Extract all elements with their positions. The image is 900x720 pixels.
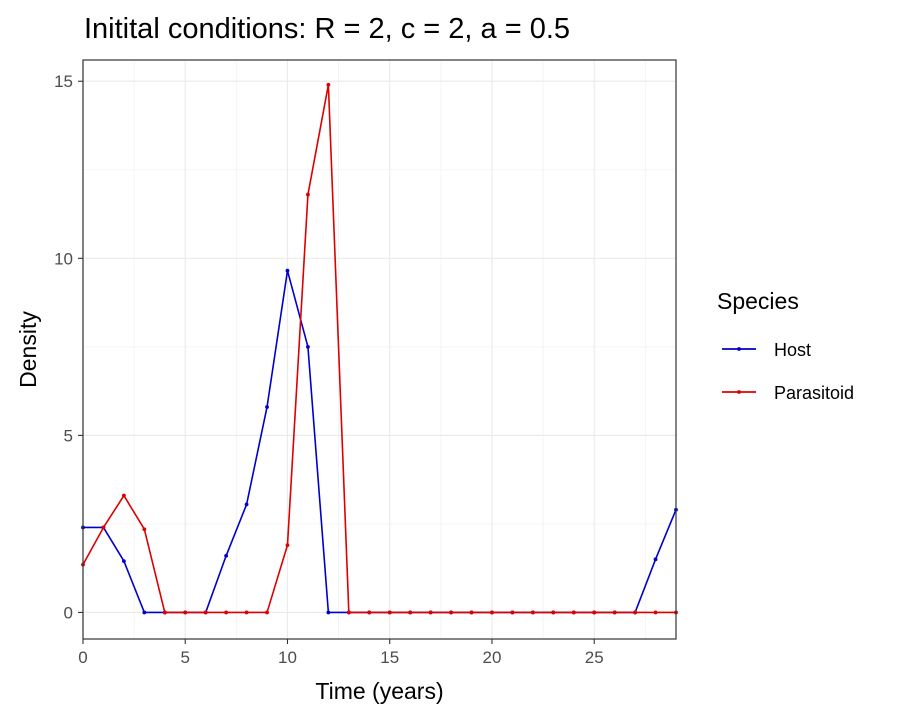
x-tick-label: 25: [585, 648, 604, 667]
x-tick-label: 0: [78, 648, 87, 667]
data-point-host: [224, 553, 229, 558]
data-point-parasitoid: [571, 610, 576, 615]
legend-label-parasitoid: Parasitoid: [774, 383, 854, 403]
data-point-parasitoid: [490, 610, 494, 615]
data-point-parasitoid: [551, 610, 556, 615]
data-point-parasitoid: [101, 525, 106, 530]
x-axis-title: Time (years): [315, 678, 443, 704]
data-point-host: [653, 557, 658, 562]
data-point-parasitoid: [346, 610, 351, 615]
data-point-parasitoid: [326, 82, 331, 87]
data-point-parasitoid: [244, 610, 249, 615]
data-point-parasitoid: [469, 610, 474, 615]
x-tick-label: 20: [483, 648, 502, 667]
y-tick-label: 0: [64, 603, 73, 622]
data-point-parasitoid: [633, 610, 638, 615]
series-line-host: [83, 269, 677, 614]
legend-label-host: Host: [774, 340, 811, 360]
legend-items: Host Parasitoid: [722, 340, 854, 403]
data-point-parasitoid: [530, 610, 535, 615]
data-point-parasitoid: [203, 610, 208, 615]
legend: Species Host Parasitoid: [717, 288, 854, 403]
series-line-parasitoid: [82, 83, 676, 614]
data-point-parasitoid: [387, 610, 392, 615]
data-point-parasitoid: [653, 610, 658, 615]
legend-item-host: Host: [722, 340, 811, 360]
data-point-parasitoid: [510, 610, 515, 615]
data-point-parasitoid: [612, 610, 617, 615]
data-point-parasitoid: [367, 610, 372, 615]
data-point-parasitoid: [428, 610, 433, 615]
y-tick-label: 5: [64, 426, 73, 445]
data-point-parasitoid: [408, 610, 413, 615]
y-axis-title: Density: [15, 311, 41, 388]
x-tick-label: 5: [181, 648, 190, 667]
data-point-host: [142, 610, 147, 615]
data-point-parasitoid: [142, 527, 147, 532]
grid: [82, 60, 676, 639]
data-point-parasitoid: [224, 610, 229, 615]
plot-panel-border: [82, 59, 677, 640]
series-host: [81, 268, 678, 615]
data-point-host: [265, 405, 269, 409]
x-tick-label: 15: [380, 648, 399, 667]
data-point-parasitoid: [265, 610, 269, 615]
series-layer: [81, 82, 678, 615]
series-parasitoid: [81, 82, 678, 615]
data-point-host: [244, 502, 249, 507]
data-point-parasitoid: [306, 192, 310, 197]
data-point-host: [326, 610, 331, 615]
data-point-host: [306, 344, 310, 349]
y-axis: 0 5 10 15: [54, 72, 83, 622]
data-point-parasitoid: [183, 610, 188, 615]
data-point-host: [285, 268, 290, 273]
data-point-parasitoid: [121, 493, 126, 498]
legend-key-point: [737, 347, 741, 351]
data-point-parasitoid: [162, 610, 167, 615]
x-tick-label: 10: [278, 648, 297, 667]
chart-title: Initital conditions: R = 2, c = 2, a = 0…: [84, 13, 570, 45]
x-axis: 0 5 10 15 20 25: [78, 639, 604, 667]
data-point-parasitoid: [285, 543, 290, 548]
legend-item-parasitoid: Parasitoid: [722, 383, 854, 403]
data-point-parasitoid: [592, 610, 597, 615]
data-point-host: [121, 559, 126, 563]
data-point-parasitoid: [449, 610, 453, 615]
y-tick-label: 10: [54, 249, 73, 268]
y-tick-label: 15: [54, 72, 73, 91]
legend-key-point: [737, 390, 741, 394]
legend-title: Species: [717, 288, 799, 314]
